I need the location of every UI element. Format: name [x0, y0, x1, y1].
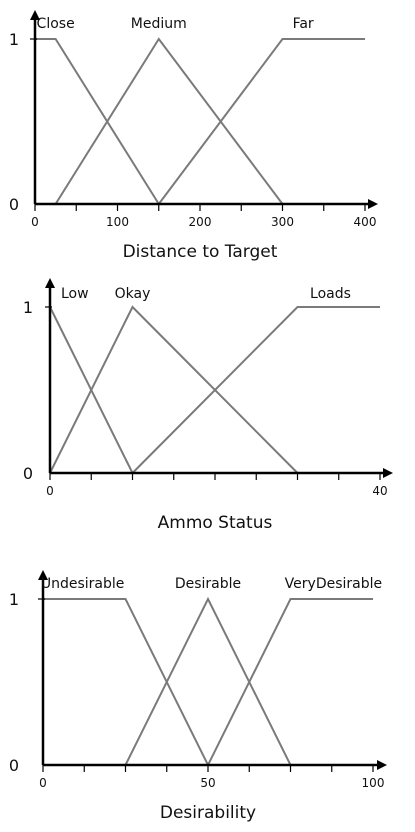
y-tick-label: 1 [9, 30, 19, 49]
y-tick-label: 0 [9, 756, 19, 775]
y-tick-label: 0 [23, 464, 33, 483]
series-label-verydesirable: VeryDesirable [285, 576, 382, 592]
x-tick-label: 0 [46, 484, 54, 498]
membership-line-okay [49, 305, 299, 474]
series-label-far: Far [293, 16, 314, 32]
series-label-close: Close [37, 16, 75, 32]
series-label-loads: Loads [310, 286, 351, 302]
y-axis-arrow-icon [45, 278, 55, 288]
y-tick-label: 0 [9, 195, 19, 214]
membership-line-loads [131, 306, 380, 474]
membership-line-far [157, 38, 365, 205]
x-tick-label: 0 [31, 215, 39, 229]
x-axis-arrow-icon [377, 760, 387, 770]
x-axis-title: Distance to Target [123, 242, 278, 262]
x-tick-label: 200 [189, 215, 212, 229]
x-axis-arrow-icon [383, 468, 393, 478]
membership-line-medium [54, 37, 284, 205]
y-tick-label: 1 [9, 590, 19, 609]
y-tick-label: 1 [23, 298, 33, 317]
x-tick-label: 100 [362, 776, 385, 790]
membership-line-desirable [124, 596, 292, 766]
chart-panel-2: 1 00 40 Low Okay Loads Ammo Status [23, 278, 393, 533]
series-label-low: Low [61, 286, 89, 302]
membership-line-undesirable [43, 598, 209, 766]
x-tick-label: 300 [271, 215, 294, 229]
y-axis-arrow-icon [30, 10, 40, 20]
x-tick-label: 50 [200, 776, 215, 790]
x-axis-arrow-icon [368, 199, 378, 209]
series-label-desirable: Desirable [175, 576, 241, 592]
x-tick-label: 100 [106, 215, 129, 229]
x-tick-label: 0 [39, 776, 47, 790]
series-label-okay: Okay [115, 286, 151, 302]
y-axis-arrow-icon [38, 570, 48, 580]
membership-line-verydesirable [207, 598, 373, 766]
x-tick-label: 400 [354, 215, 377, 229]
x-tick-label: 40 [372, 484, 387, 498]
membership-line-close [35, 38, 160, 205]
series-label-medium: Medium [131, 16, 187, 32]
series-label-undesirable: Undesirable [41, 576, 125, 592]
x-axis-title: Ammo Status [158, 513, 273, 533]
x-axis-title: Desirability [160, 803, 256, 823]
